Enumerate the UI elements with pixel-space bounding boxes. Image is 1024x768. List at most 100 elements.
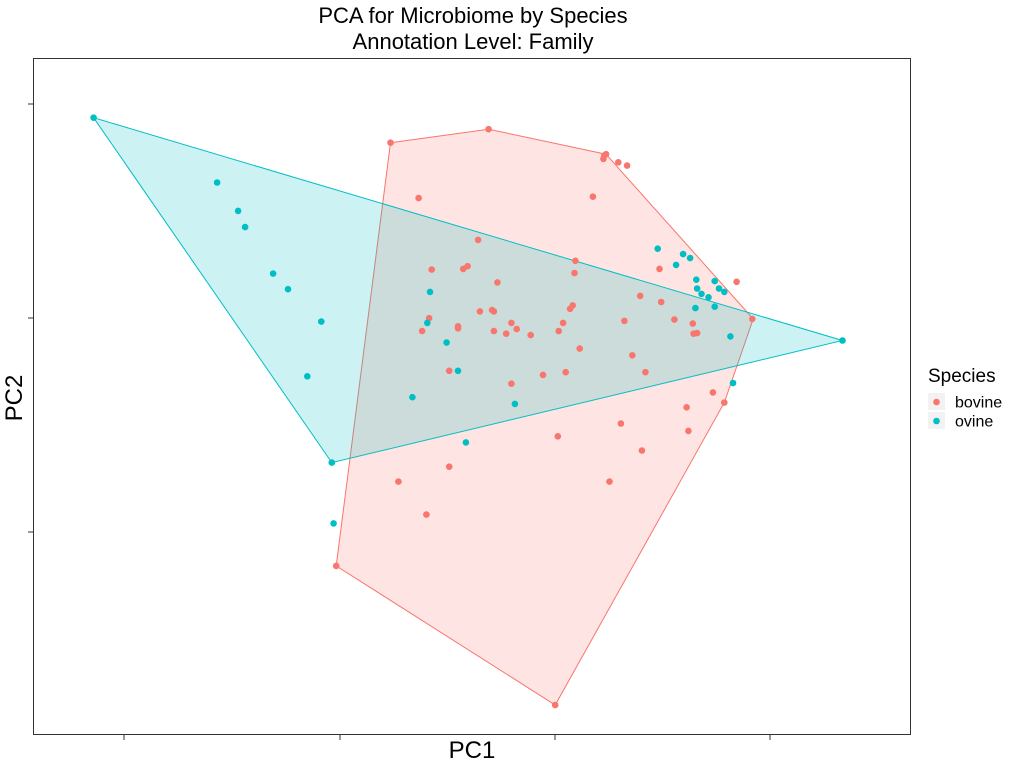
point-ovine [839, 337, 846, 344]
point-ovine [711, 303, 718, 311]
point-bovine [657, 298, 665, 306]
point-ovine [213, 179, 221, 186]
point-bovine [415, 194, 422, 202]
point-bovine [423, 511, 430, 518]
point-ovine [686, 254, 694, 262]
point-ovine [454, 367, 462, 375]
point-bovine [539, 371, 547, 379]
point-ovine [721, 288, 728, 296]
point-bovine [508, 319, 515, 327]
legend: Species bovine ovine [928, 366, 1002, 431]
legend-title: Species [928, 366, 996, 387]
point-bovine [636, 292, 644, 300]
point-bovine [490, 327, 498, 335]
point-bovine [494, 279, 501, 286]
point-bovine [589, 193, 597, 200]
point-bovine [623, 162, 631, 169]
point-ovine [304, 373, 311, 380]
point-ovine [241, 223, 249, 231]
point-bovine [629, 352, 636, 359]
point-bovine [474, 236, 482, 244]
point-bovine [656, 265, 663, 273]
x-axis-ticks [123, 735, 771, 740]
point-ovine [318, 318, 325, 325]
point-bovine [527, 331, 534, 339]
y-axis-label: PC2 [1, 375, 28, 422]
point-ovine [679, 250, 687, 258]
point-ovine [692, 304, 699, 312]
point-bovine [749, 315, 756, 323]
point-ovine [693, 285, 701, 292]
point-bovine [642, 368, 649, 376]
point-bovine [476, 308, 484, 315]
point-bovine [554, 433, 562, 440]
x-axis-label: PC1 [449, 737, 496, 764]
point-ovine [328, 459, 336, 466]
point-bovine [733, 278, 740, 286]
point-bovine [690, 330, 697, 338]
point-bovine [709, 389, 717, 396]
point-ovine [90, 114, 97, 121]
point-bovine [685, 427, 692, 435]
point-bovine [418, 327, 426, 335]
point-ovine [234, 207, 242, 215]
point-ovine [672, 261, 680, 269]
point-bovine [671, 316, 678, 323]
point-bovine [572, 257, 579, 265]
point-bovine [569, 302, 576, 309]
point-bovine [490, 308, 498, 315]
data-points [90, 114, 846, 709]
convex-hulls [92, 116, 845, 706]
point-ovine [698, 290, 705, 298]
point-bovine [445, 367, 453, 375]
point-ovine [715, 285, 723, 292]
point-bovine [683, 404, 690, 411]
chart-subtitle: Annotation Level: Family [353, 29, 594, 54]
point-bovine [571, 269, 578, 277]
point-bovine [513, 325, 520, 333]
point-bovine [606, 478, 613, 485]
legend-items: bovine ovine [928, 393, 1002, 431]
point-ovine [284, 285, 292, 293]
point-ovine [693, 276, 700, 284]
point-ovine [409, 393, 416, 401]
point-bovine [638, 447, 646, 454]
point-ovine [426, 288, 434, 296]
point-bovine [555, 327, 562, 335]
point-ovine [424, 319, 431, 327]
point-bovine [617, 420, 625, 427]
point-ovine [705, 294, 712, 301]
legend-label-bovine: bovine [955, 395, 1002, 412]
hull-bovine [335, 128, 754, 706]
point-bovine [689, 320, 697, 327]
hull-ovine [92, 116, 845, 464]
point-bovine [445, 463, 453, 471]
legend-label-ovine: ovine [955, 414, 993, 431]
point-bovine [576, 345, 583, 352]
point-bovine [508, 380, 515, 388]
point-bovine [615, 159, 622, 166]
point-ovine [729, 379, 737, 387]
plot-panel [33, 58, 911, 735]
point-ovine [269, 270, 277, 277]
point-ovine [462, 439, 470, 446]
point-bovine [559, 319, 567, 327]
point-ovine [711, 277, 718, 285]
legend-key-bovine [933, 398, 940, 406]
point-bovine [459, 265, 467, 273]
point-ovine [330, 520, 337, 527]
point-bovine [332, 562, 340, 570]
point-ovine [511, 400, 519, 408]
point-bovine [621, 317, 628, 325]
chart-title: PCA for Microbiome by Species [318, 3, 627, 28]
point-bovine [551, 701, 559, 709]
legend-key-ovine [933, 417, 940, 425]
point-bovine [600, 155, 607, 163]
y-axis-ticks [28, 103, 33, 533]
point-bovine [721, 399, 728, 406]
point-bovine [454, 325, 462, 332]
point-bovine [428, 266, 436, 273]
point-ovine [443, 339, 450, 346]
point-bovine [395, 478, 402, 485]
